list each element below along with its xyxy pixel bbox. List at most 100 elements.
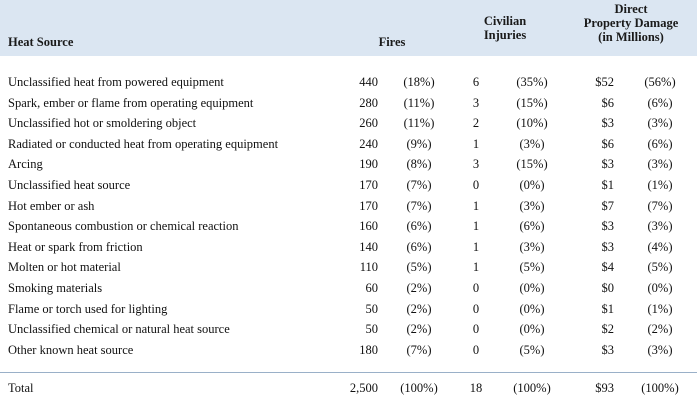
cell-fires-pct: (7%) bbox=[406, 177, 432, 192]
cell-injuries: 1 bbox=[472, 136, 480, 151]
cell-fires-pct: (11%) bbox=[403, 95, 435, 110]
cell-fires: 260 bbox=[359, 116, 378, 131]
header-damage-line3: (in Millions) bbox=[598, 30, 664, 44]
cell-damage: $3 bbox=[601, 157, 615, 172]
table-row: Other known heat source 180 (7%) 0 (5%) $3 (3%… bbox=[0, 340, 697, 361]
cell-heat-source: Unclassified heat source bbox=[8, 177, 131, 192]
cell-heat-source: Heat or spark from friction bbox=[8, 239, 143, 254]
table-row: Unclassified hot or smoldering object 260… bbox=[0, 113, 697, 134]
cell-fires: 170 bbox=[359, 177, 378, 192]
cell-injuries-pct: (0%) bbox=[519, 301, 545, 316]
cell-fires: 180 bbox=[359, 342, 378, 357]
cell-damage-pct: (4%) bbox=[647, 239, 673, 254]
cell-injuries: 0 bbox=[472, 177, 480, 192]
cell-fires: 50 bbox=[365, 322, 379, 337]
total-damage-pct: (100%) bbox=[641, 381, 679, 395]
cell-damage: $52 bbox=[595, 75, 614, 89]
cell-damage: $6 bbox=[601, 95, 615, 110]
cell-damage: $1 bbox=[601, 301, 615, 316]
cell-damage: $3 bbox=[601, 342, 615, 357]
total-label: Total bbox=[8, 381, 34, 395]
table-row: Spark, ember or flame from operating equ… bbox=[0, 93, 697, 114]
cell-injuries-pct: (15%) bbox=[516, 157, 548, 172]
cell-damage: $3 bbox=[601, 219, 615, 234]
header-fires: Fires bbox=[378, 35, 406, 49]
cell-heat-source: Hot ember or ash bbox=[8, 198, 95, 213]
cell-injuries-pct: (5%) bbox=[519, 260, 545, 275]
cell-fires: 50 bbox=[365, 301, 379, 316]
cell-fires: 110 bbox=[359, 260, 378, 275]
cell-damage: $4 bbox=[601, 260, 615, 275]
cell-fires-pct: (5%) bbox=[406, 260, 432, 275]
table-row: Unclassified heat from powered equipment… bbox=[0, 72, 697, 93]
table-row: Hot ember or ash 170 (7%) 1 (3%) $7 (7%) bbox=[0, 196, 697, 217]
table-row: Flame or torch used for lighting 50 (2%) 0 (… bbox=[0, 299, 697, 320]
cell-injuries-pct: (0%) bbox=[519, 177, 545, 192]
cell-heat-source: Unclassified hot or smoldering object bbox=[8, 116, 197, 131]
cell-damage-pct: (3%) bbox=[647, 219, 673, 234]
header-heat-source: Heat Source bbox=[8, 35, 74, 49]
cell-heat-source: Other known heat source bbox=[8, 342, 134, 357]
cell-damage-pct: (3%) bbox=[647, 342, 673, 357]
cell-injuries: 6 bbox=[472, 75, 480, 89]
cell-damage: $2 bbox=[601, 322, 615, 337]
total-damage: $93 bbox=[595, 381, 614, 395]
cell-damage-pct: (6%) bbox=[647, 95, 673, 110]
total-row: Total 2,500 (100%) 18 (100%) $93 (100%) bbox=[0, 378, 697, 399]
cell-injuries-pct: (0%) bbox=[519, 280, 545, 295]
header-damage-line1: Direct bbox=[614, 2, 648, 16]
cell-damage-pct: (1%) bbox=[647, 177, 673, 192]
header-property-damage: Direct Property Damage (in Millions) bbox=[572, 2, 690, 44]
total-section: Total 2,500 (100%) 18 (100%) $93 (100%) bbox=[0, 372, 697, 401]
table-row: Molten or hot material 110 (5%) 1 (5%) $4 (5%) bbox=[0, 257, 697, 278]
header-injuries-line1: Civilian bbox=[483, 14, 527, 28]
cell-damage: $1 bbox=[601, 177, 615, 192]
cell-fires: 170 bbox=[359, 198, 378, 213]
table-body: Unclassified heat from powered equipment… bbox=[0, 72, 697, 360]
cell-damage-pct: (7%) bbox=[647, 198, 673, 213]
cell-injuries: 1 bbox=[472, 219, 480, 234]
cell-injuries-pct: (0%) bbox=[519, 322, 545, 337]
cell-damage: $3 bbox=[601, 239, 615, 254]
cell-fires-pct: (7%) bbox=[406, 198, 432, 213]
header-damage-line2: Property Damage bbox=[583, 16, 679, 30]
cell-injuries: 2 bbox=[472, 116, 480, 131]
cell-heat-source: Spontaneous combustion or chemical react… bbox=[8, 219, 239, 234]
cell-injuries-pct: (10%) bbox=[516, 116, 548, 131]
cell-fires-pct: (18%) bbox=[403, 75, 435, 89]
cell-damage: $6 bbox=[601, 136, 615, 151]
cell-injuries: 0 bbox=[472, 301, 480, 316]
cell-heat-source: Radiated or conducted heat from operatin… bbox=[8, 136, 279, 151]
cell-injuries-pct: (3%) bbox=[519, 239, 545, 254]
cell-fires-pct: (2%) bbox=[406, 322, 432, 337]
cell-injuries: 1 bbox=[472, 198, 480, 213]
table-row: Heat or spark from friction 140 (6%) 1 (3%) $… bbox=[0, 237, 697, 258]
cell-injuries-pct: (35%) bbox=[516, 75, 548, 89]
cell-injuries-pct: (3%) bbox=[519, 198, 545, 213]
table-row: Radiated or conducted heat from operatin… bbox=[0, 134, 697, 155]
cell-injuries: 1 bbox=[472, 239, 480, 254]
table-row: Spontaneous combustion or chemical react… bbox=[0, 216, 697, 237]
cell-injuries-pct: (3%) bbox=[519, 136, 545, 151]
cell-injuries-pct: (6%) bbox=[519, 219, 545, 234]
table-row: Arcing 190 (8%) 3 (15%) $3 (3%) bbox=[0, 154, 697, 175]
cell-fires: 140 bbox=[359, 239, 378, 254]
cell-injuries: 0 bbox=[472, 342, 480, 357]
cell-fires-pct: (11%) bbox=[403, 116, 435, 131]
cell-damage: $0 bbox=[601, 280, 615, 295]
cell-fires: 440 bbox=[359, 75, 378, 89]
cell-heat-source: Arcing bbox=[8, 157, 43, 172]
table-row: Unclassified chemical or natural heat so… bbox=[0, 319, 697, 340]
cell-heat-source: Smoking materials bbox=[8, 280, 103, 295]
cell-heat-source: Unclassified heat from powered equipment bbox=[8, 75, 224, 89]
cell-injuries: 3 bbox=[472, 95, 480, 110]
total-injuries-pct: (100%) bbox=[513, 381, 551, 395]
cell-damage-pct: (5%) bbox=[647, 260, 673, 275]
cell-injuries: 0 bbox=[472, 280, 480, 295]
cell-damage-pct: (6%) bbox=[647, 136, 673, 151]
cell-fires-pct: (6%) bbox=[406, 239, 432, 254]
cell-injuries: 0 bbox=[472, 322, 480, 337]
cell-damage-pct: (1%) bbox=[647, 301, 673, 316]
table-header: Heat Source Fires Civilian Injuries Dire… bbox=[0, 0, 697, 56]
